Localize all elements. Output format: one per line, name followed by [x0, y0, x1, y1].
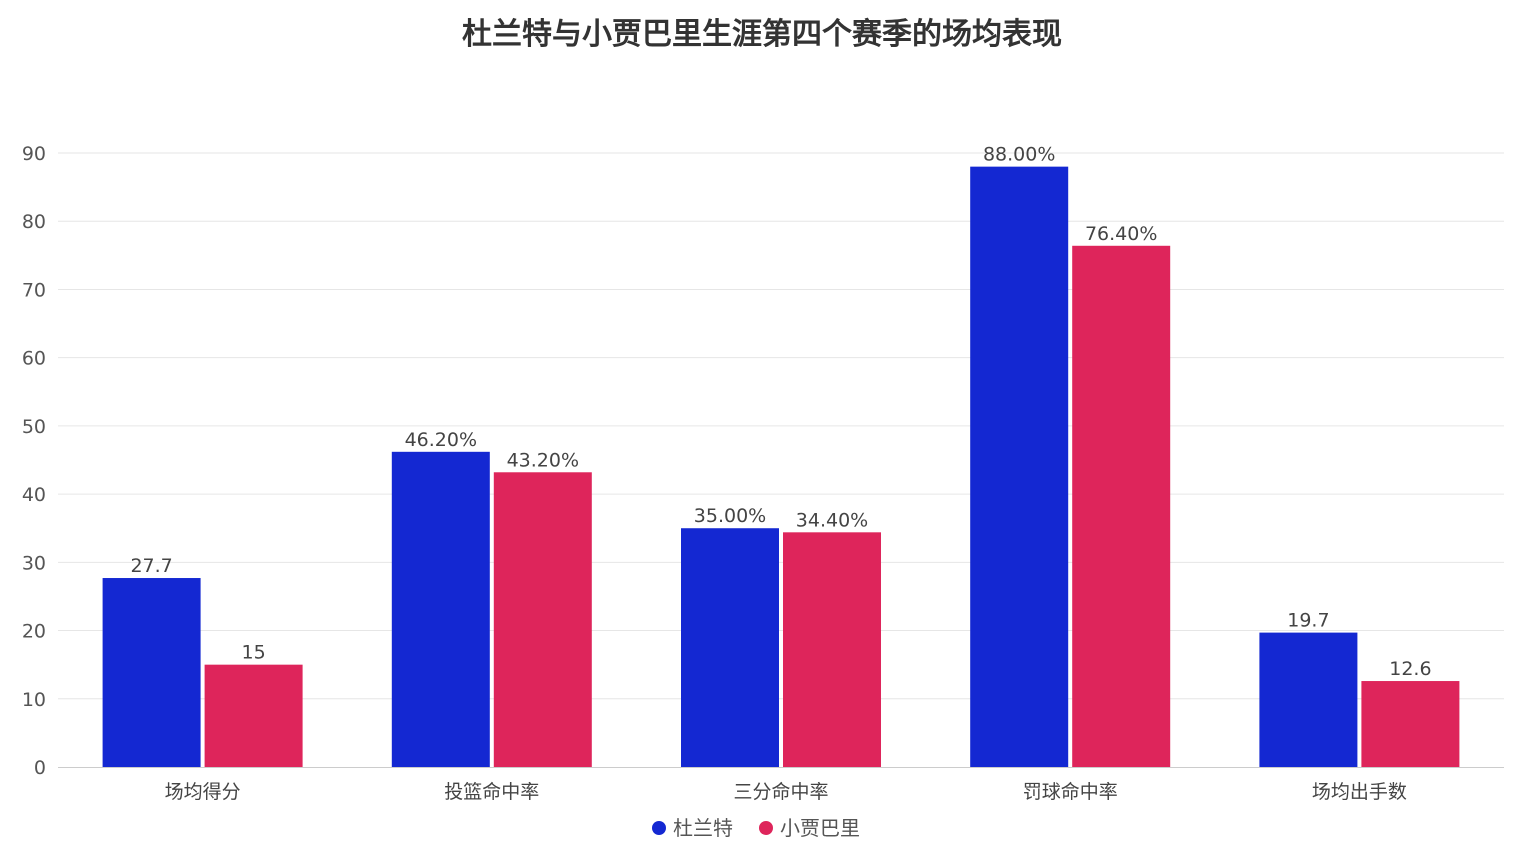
x-tick-label: 三分命中率	[733, 781, 828, 803]
bar-1-4[interactable]	[1361, 681, 1460, 767]
legend-label[interactable]: 杜兰特	[673, 816, 733, 840]
bar-1-0[interactable]	[204, 664, 303, 767]
y-tick-label: 50	[22, 416, 46, 438]
bar-0-1[interactable]	[391, 451, 490, 767]
bar-1-2[interactable]	[783, 532, 881, 767]
y-tick-label: 60	[22, 348, 46, 370]
data-label: 12.6	[1389, 658, 1431, 680]
data-label: 15	[242, 642, 266, 664]
bar-0-4[interactable]	[1259, 632, 1358, 767]
y-tick-label: 30	[22, 552, 46, 574]
bar-1-3[interactable]	[1072, 245, 1171, 767]
data-label: 27.7	[130, 555, 172, 577]
x-tick-label: 场均得分	[165, 781, 241, 803]
y-tick-label: 90	[22, 143, 46, 165]
data-label: 88.00%	[983, 144, 1055, 166]
data-label: 43.20%	[507, 449, 579, 471]
data-label: 34.40%	[796, 509, 868, 531]
y-axis: 0 10 20 30 40 50 60 70 80 90	[22, 143, 46, 779]
data-label: 76.40%	[1085, 223, 1157, 245]
gridlines	[58, 152, 1504, 700]
data-label: 19.7	[1287, 610, 1329, 632]
chart-title: 杜兰特与小贾巴里生涯第四个赛季的场均表现	[462, 17, 1062, 52]
legend-marker	[652, 821, 666, 835]
y-tick-label: 40	[22, 484, 46, 506]
y-tick-label: 10	[22, 689, 46, 711]
legend-marker	[759, 821, 773, 835]
y-tick-label: 20	[22, 621, 46, 643]
x-axis: 场均得分 投篮命中率 三分命中率 罚球命中率 场均出手数	[58, 767, 1504, 803]
y-tick-label: 0	[34, 757, 46, 779]
legend-label[interactable]: 小贾巴里	[780, 816, 860, 840]
x-tick-label: 罚球命中率	[1023, 781, 1118, 803]
bar-1-1[interactable]	[493, 472, 592, 767]
y-tick-label: 70	[22, 279, 46, 301]
x-tick-label: 场均出手数	[1312, 781, 1407, 803]
data-label: 46.20%	[405, 429, 477, 451]
bars: 27.7 15 46.20% 43.20% 35.00% 34.40% 88.00% 76.4…	[102, 144, 1460, 768]
bar-0-0[interactable]	[102, 578, 201, 767]
y-tick-label: 80	[22, 211, 46, 233]
data-label: 35.00%	[694, 505, 766, 527]
legend[interactable]: 杜兰特 小贾巴里	[652, 816, 860, 840]
bar-0-2[interactable]	[681, 528, 779, 767]
x-tick-label: 投篮命中率	[444, 781, 539, 803]
bar-0-3[interactable]	[970, 166, 1069, 768]
